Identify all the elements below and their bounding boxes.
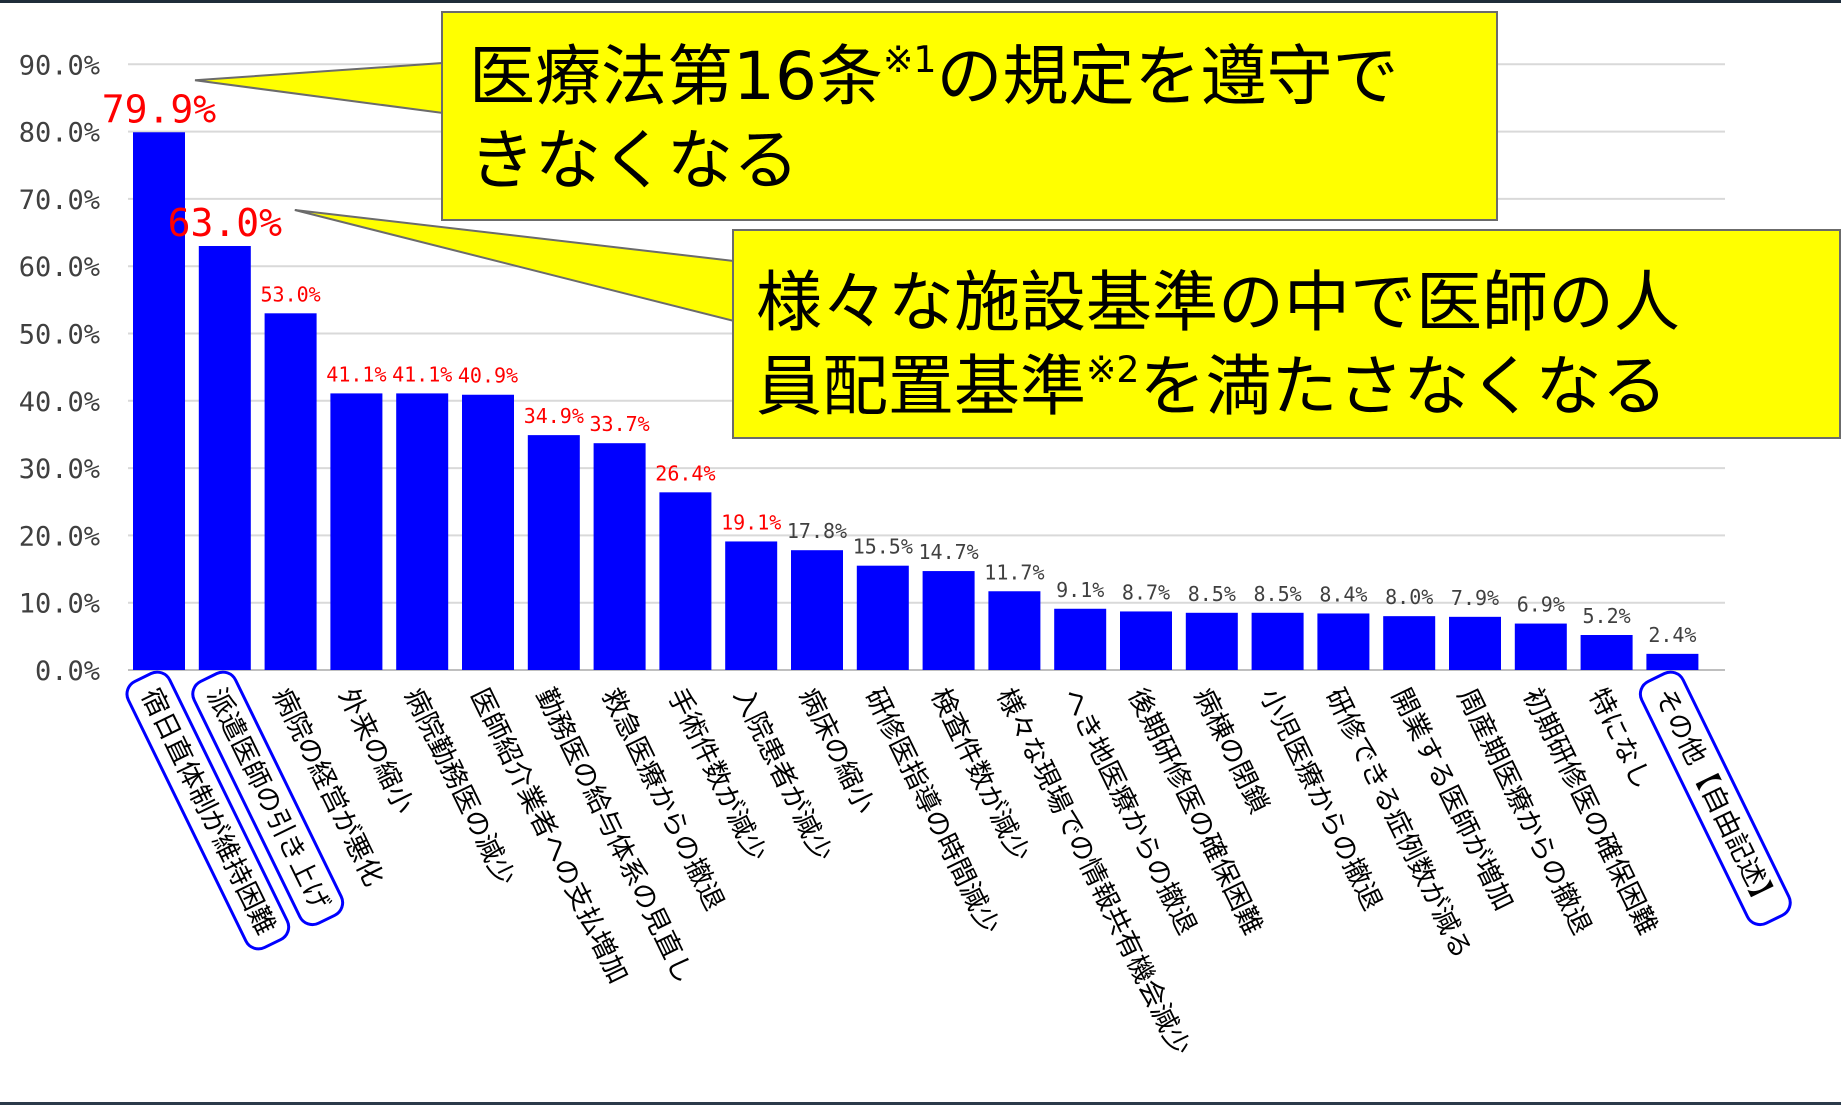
bar: [1251, 612, 1304, 670]
callout-2-line2-post: を満たさなくなる: [1139, 348, 1668, 426]
category-label: 開業する医師が増加: [1385, 683, 1519, 915]
y-tick-label: 90.0%: [19, 50, 100, 81]
bar: [1054, 608, 1107, 670]
category-label: 特になし: [1582, 683, 1657, 794]
value-label: 15.5%: [853, 535, 913, 559]
category-label: その他【自由記述】: [1648, 683, 1782, 915]
value-label: 2.4%: [1648, 623, 1696, 647]
bar: [1317, 613, 1370, 670]
category-highlight-box: [125, 670, 291, 951]
bar: [1383, 616, 1436, 670]
category-highlight-box: [191, 670, 345, 927]
value-label: 9.1%: [1056, 578, 1104, 602]
bar: [1514, 623, 1567, 670]
value-label: 41.1%: [392, 362, 452, 386]
bar: [133, 132, 185, 670]
value-label: 17.8%: [787, 519, 847, 543]
callout-1-footnote-mark: ※1: [882, 37, 937, 81]
category-label: 救急医療からの撤退: [595, 683, 729, 915]
value-label: 6.9%: [1517, 593, 1565, 617]
y-tick-label: 50.0%: [19, 320, 100, 351]
callout-medical-law: 医療法第16条※1の規定を遵守で きなくなる: [441, 11, 1498, 221]
bar: [330, 393, 383, 670]
callout-1-line1-pre: 医療法第16条: [469, 38, 883, 115]
y-tick-label: 80.0%: [19, 118, 100, 149]
value-label: 19.1%: [721, 510, 781, 534]
y-tick-label: 60.0%: [19, 252, 100, 283]
y-tick-label: 40.0%: [19, 387, 100, 418]
bar: [462, 394, 514, 670]
bar: [791, 550, 843, 670]
callout-2-footnote-mark: ※2: [1086, 348, 1140, 392]
y-tick-label: 20.0%: [19, 521, 100, 552]
value-label: 7.9%: [1451, 586, 1499, 610]
callout-pointer: [194, 61, 444, 115]
bar: [396, 393, 449, 670]
value-label: 79.9%: [102, 87, 217, 131]
bar: [988, 591, 1041, 670]
value-label: 11.7%: [984, 560, 1044, 584]
y-tick-label: 30.0%: [19, 454, 100, 485]
callout-1-line1-post: の規定を遵守で: [936, 38, 1399, 115]
bar: [593, 443, 646, 670]
bar-chart: 0.0% 10.0% 20.0% 30.0% 40.0% 50.0% 60.0% 70.0% 8…: [19, 50, 1792, 1061]
value-label: 26.4%: [655, 461, 715, 485]
bar: [1120, 611, 1172, 670]
value-label: 63.0%: [168, 201, 283, 245]
value-label: 14.7%: [918, 540, 978, 564]
value-label: 41.1%: [326, 362, 386, 386]
callout-1-line2: きなくなる: [469, 122, 799, 200]
value-label: 40.9%: [458, 364, 518, 388]
callout-staffing-standard: 様々な施設基準の中で医師の人 員配置基準※2を満たさなくなる: [732, 229, 1841, 439]
y-tick-label: 10.0%: [19, 589, 100, 620]
value-label: 34.9%: [524, 404, 584, 428]
bar: [659, 492, 712, 670]
value-label: 8.0%: [1385, 585, 1433, 609]
category-highlight-box: [1638, 670, 1792, 927]
bar: [922, 571, 975, 670]
bar: [1580, 635, 1633, 670]
value-label: 8.5%: [1188, 582, 1236, 606]
y-tick-label: 70.0%: [19, 185, 100, 216]
bar: [1185, 612, 1238, 670]
value-label: 5.2%: [1583, 604, 1631, 628]
bar: [1449, 616, 1501, 670]
bar: [725, 541, 778, 670]
value-label: 8.4%: [1319, 582, 1367, 606]
value-label: 8.5%: [1254, 582, 1302, 606]
bar: [527, 435, 580, 670]
value-label: 8.7%: [1122, 580, 1170, 604]
callout-2-line1: 様々な施設基準の中で医師の人: [756, 264, 1680, 341]
y-tick-label: 0.0%: [35, 656, 100, 687]
callout-2-line2-pre: 員配置基準: [756, 348, 1086, 426]
bar: [856, 565, 909, 670]
bar: [1646, 653, 1699, 670]
value-label: 53.0%: [260, 282, 320, 306]
bar: [264, 313, 317, 670]
value-label: 33.7%: [589, 412, 649, 436]
bar: [198, 246, 251, 670]
category-label: 小児医療からの撤退: [1253, 683, 1387, 915]
